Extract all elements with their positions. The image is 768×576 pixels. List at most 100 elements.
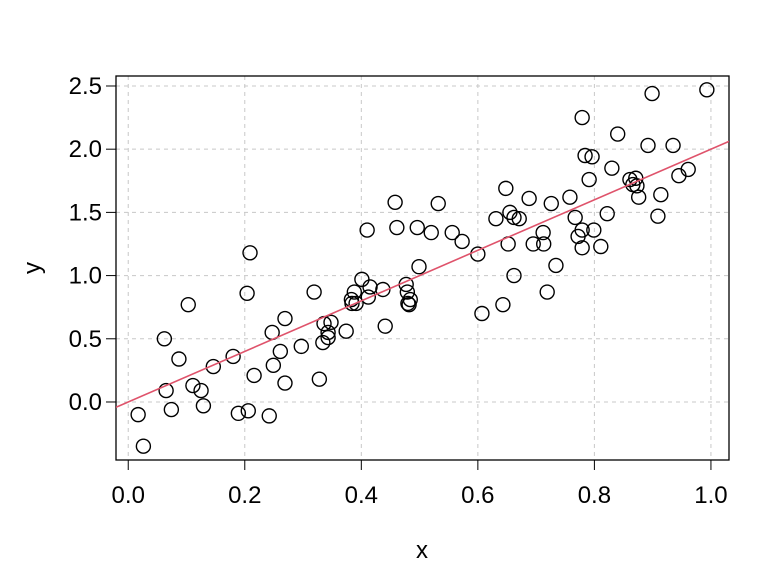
x-tick-label: 0.8: [578, 482, 611, 509]
point: [644, 85, 660, 102]
point: [650, 208, 666, 224]
y-tick-label: 1.5: [69, 199, 102, 226]
fit-line: [116, 140, 729, 409]
point: [171, 351, 187, 367]
point: [375, 281, 391, 298]
point: [230, 405, 247, 422]
point: [156, 331, 173, 347]
point: [323, 314, 339, 331]
point: [506, 209, 522, 226]
point: [195, 398, 212, 414]
point: [272, 343, 289, 360]
point: [488, 211, 504, 227]
point: [344, 295, 360, 312]
point: [265, 357, 282, 374]
point: [495, 296, 511, 313]
point: [680, 161, 696, 178]
point: [180, 296, 196, 313]
point: [346, 284, 363, 300]
point: [315, 334, 331, 351]
point: [454, 233, 470, 250]
point: [640, 137, 656, 154]
point: [511, 211, 527, 227]
point: [630, 189, 647, 205]
point: [444, 224, 460, 241]
point: [389, 219, 405, 236]
point: [629, 178, 645, 194]
point: [163, 401, 180, 418]
point: [387, 194, 403, 210]
point: [653, 186, 669, 203]
point: [130, 406, 146, 423]
point: [277, 375, 293, 391]
point: [498, 180, 514, 197]
point: [205, 358, 222, 375]
point: [225, 348, 241, 365]
point: [539, 284, 555, 300]
point: [574, 109, 590, 126]
y-tick-label: 2.5: [69, 73, 102, 100]
point: [581, 171, 597, 188]
point: [593, 238, 609, 255]
point: [525, 236, 541, 252]
point: [277, 310, 293, 327]
point: [362, 279, 378, 295]
point: [401, 296, 417, 313]
x-tick-label: 0.4: [345, 482, 378, 509]
point: [574, 240, 590, 256]
point: [320, 324, 336, 341]
point: [586, 222, 602, 238]
point: [584, 149, 600, 165]
point: [521, 190, 537, 207]
point: [610, 126, 626, 142]
point: [430, 195, 446, 212]
point: [474, 305, 490, 322]
y-tick-label: 0.0: [69, 389, 102, 416]
point: [409, 219, 425, 236]
point: [348, 295, 364, 312]
point: [411, 259, 427, 275]
point: [671, 168, 687, 184]
point: [240, 403, 256, 419]
point: [360, 289, 377, 305]
point: [699, 82, 715, 98]
point: [239, 285, 255, 301]
point: [338, 323, 354, 339]
point: [562, 189, 578, 205]
x-tick-label: 0.2: [228, 482, 261, 509]
point: [135, 438, 152, 454]
point: [320, 329, 336, 346]
point: [400, 295, 416, 312]
x-tick-label: 0.6: [461, 482, 494, 509]
y-tick-label: 0.5: [69, 326, 102, 353]
point: [543, 195, 559, 212]
x-tick-label: 0.0: [112, 482, 145, 509]
y-axis-label: y: [19, 262, 46, 274]
point: [242, 245, 258, 261]
point: [536, 236, 552, 252]
point: [567, 209, 583, 226]
point: [423, 224, 439, 241]
point: [535, 224, 551, 241]
point: [574, 222, 590, 238]
point: [193, 382, 209, 399]
x-axis-label: x: [416, 537, 428, 564]
y-tick-label: 2.0: [69, 136, 102, 163]
point: [665, 137, 681, 154]
y-tick-label: 1.0: [69, 263, 102, 290]
point: [548, 257, 564, 274]
point: [246, 367, 262, 384]
x-tick-label: 1.0: [694, 482, 727, 509]
point: [311, 371, 328, 387]
point: [377, 318, 393, 334]
point: [261, 408, 277, 424]
point: [402, 291, 418, 308]
point: [359, 222, 375, 238]
point: [506, 267, 522, 284]
point: [185, 377, 201, 394]
point: [577, 147, 593, 164]
point: [604, 160, 620, 176]
point: [399, 284, 416, 300]
point: [354, 271, 370, 288]
